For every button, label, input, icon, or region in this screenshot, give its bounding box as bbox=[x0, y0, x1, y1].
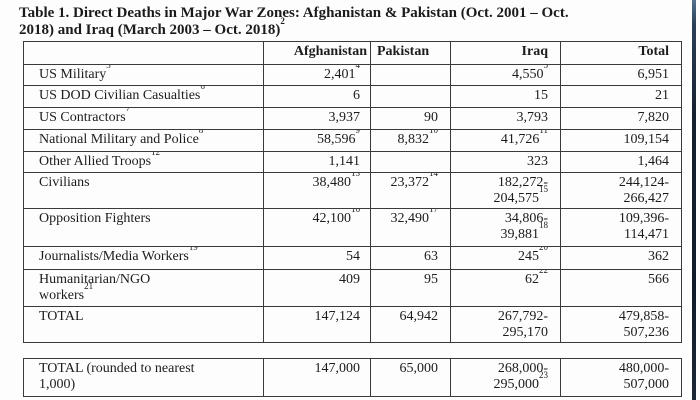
cell-total: 244,124- 266,427 bbox=[560, 172, 682, 209]
cell-pakistan bbox=[370, 64, 451, 86]
cell-label: Civilians bbox=[23, 172, 264, 209]
table-row-total-rounded: TOTAL (rounded to nearest 1,000) 147,000 … bbox=[23, 358, 682, 397]
cell-iraq: 323 bbox=[450, 151, 561, 173]
cell-label: National Military and Police8 bbox=[23, 129, 264, 152]
cell-afghanistan: 1,141 bbox=[263, 151, 371, 173]
cell-total: 362 bbox=[560, 246, 682, 270]
table-row-opposition-fighters: Opposition Fighters 42,10016 32,49017 34… bbox=[23, 208, 682, 247]
table-row-national-military-and-police: National Military and Police8 58,5969 8,… bbox=[23, 129, 682, 152]
direct-deaths-table: Afghanistan Pakistan Iraq Total US Milit… bbox=[23, 41, 682, 343]
cell-iraq: 6222 bbox=[450, 269, 561, 307]
cell-afghanistan: 6 bbox=[263, 85, 371, 108]
cell-iraq: 34,806- 39,88118 bbox=[450, 208, 561, 247]
cell-afghanistan: 409 bbox=[263, 269, 371, 307]
header-row: Afghanistan Pakistan Iraq Total bbox=[23, 41, 682, 65]
cell-total: 566 bbox=[560, 269, 682, 307]
column-header-pakistan: Pakistan bbox=[370, 41, 451, 65]
cell-afghanistan: 147,000 bbox=[263, 358, 371, 397]
cell-total: 7,820 bbox=[560, 107, 682, 130]
cell-pakistan: 65,000 bbox=[370, 358, 451, 397]
cell-label: TOTAL (rounded to nearest 1,000) bbox=[23, 358, 264, 397]
table-row-us-contractors: US Contractors7 3,937 90 3,793 7,820 bbox=[23, 107, 682, 130]
cell-iraq: 267,792- 295,170 bbox=[450, 306, 561, 343]
cell-total: 21 bbox=[560, 85, 682, 108]
cell-pakistan: 32,49017 bbox=[370, 208, 451, 247]
page-edge-strip bbox=[692, 0, 696, 400]
cell-label: US Contractors7 bbox=[23, 107, 264, 130]
cell-afghanistan: 54 bbox=[263, 246, 371, 270]
cell-pakistan: 95 bbox=[370, 269, 451, 307]
cell-label: TOTAL bbox=[23, 306, 264, 343]
cell-pakistan bbox=[370, 85, 451, 108]
cell-pakistan: 8,83210 bbox=[370, 129, 451, 152]
cell-iraq: 182,272- 204,57515 bbox=[450, 172, 561, 209]
cell-afghanistan: 38,48013 bbox=[263, 172, 371, 209]
cell-pakistan bbox=[370, 151, 451, 173]
cell-total: 109,396- 114,471 bbox=[560, 208, 682, 247]
cell-label: Other Allied Troops12 bbox=[23, 151, 264, 173]
column-header-iraq: Iraq bbox=[450, 41, 561, 65]
cell-iraq: 41,72611 bbox=[450, 129, 561, 152]
rounded-totals-table: TOTAL (rounded to nearest 1,000) 147,000 … bbox=[23, 358, 682, 397]
cell-afghanistan: 2,4014 bbox=[263, 64, 371, 86]
cell-iraq: 268,000- 295,00023 bbox=[450, 358, 561, 397]
cell-afghanistan: 42,10016 bbox=[263, 208, 371, 247]
table-title: Table 1. Direct Deaths in Major War Zone… bbox=[19, 5, 569, 38]
cell-afghanistan: 147,124 bbox=[263, 306, 371, 343]
cell-total: 479,858- 507,236 bbox=[560, 306, 682, 343]
cell-afghanistan: 58,5969 bbox=[263, 129, 371, 152]
cell-iraq: 3,793 bbox=[450, 107, 561, 130]
table-row-total: TOTAL 147,124 64,942 267,792- 295,170 479… bbox=[23, 306, 682, 343]
column-header-total: Total bbox=[560, 41, 682, 65]
cell-total: 6,951 bbox=[560, 64, 682, 86]
table-row-journalists-media-workers: Journalists/Media Workers19 54 63 24520 … bbox=[23, 246, 682, 270]
column-header-afghanistan: Afghanistan bbox=[263, 41, 371, 65]
cell-pakistan: 23,37214 bbox=[370, 172, 451, 209]
column-header-category bbox=[23, 41, 264, 65]
cell-label: Opposition Fighters bbox=[23, 208, 264, 247]
table-row-civilians: Civilians 38,48013 23,37214 182,272- 204,… bbox=[23, 172, 682, 209]
table-row-us-dod-civilian-casualties: US DOD Civilian Casualties6 6 15 21 bbox=[23, 85, 682, 108]
cell-label: US Military3 bbox=[23, 64, 264, 86]
cell-pakistan: 64,942 bbox=[370, 306, 451, 343]
table-row-us-military: US Military3 2,4014 4,5505 6,951 bbox=[23, 64, 682, 86]
cell-iraq: 24520 bbox=[450, 246, 561, 270]
cell-iraq: 15 bbox=[450, 85, 561, 108]
cell-label: US DOD Civilian Casualties6 bbox=[23, 85, 264, 108]
cell-label: Journalists/Media Workers19 bbox=[23, 246, 264, 270]
cell-total: 480,000- 507,000 bbox=[560, 358, 682, 397]
table-row-other-allied-troops: Other Allied Troops12 1,141 323 1,464 bbox=[23, 151, 682, 173]
cell-label: Humanitarian/NGO workers21 bbox=[23, 269, 264, 307]
cell-iraq: 4,5505 bbox=[450, 64, 561, 86]
table-row-humanitarian-ngo-workers: Humanitarian/NGO workers21 409 95 6222 56… bbox=[23, 269, 682, 307]
cell-afghanistan: 3,937 bbox=[263, 107, 371, 130]
cell-total: 1,464 bbox=[560, 151, 682, 173]
cell-pakistan: 63 bbox=[370, 246, 451, 270]
cell-total: 109,154 bbox=[560, 129, 682, 152]
cell-pakistan: 90 bbox=[370, 107, 451, 130]
